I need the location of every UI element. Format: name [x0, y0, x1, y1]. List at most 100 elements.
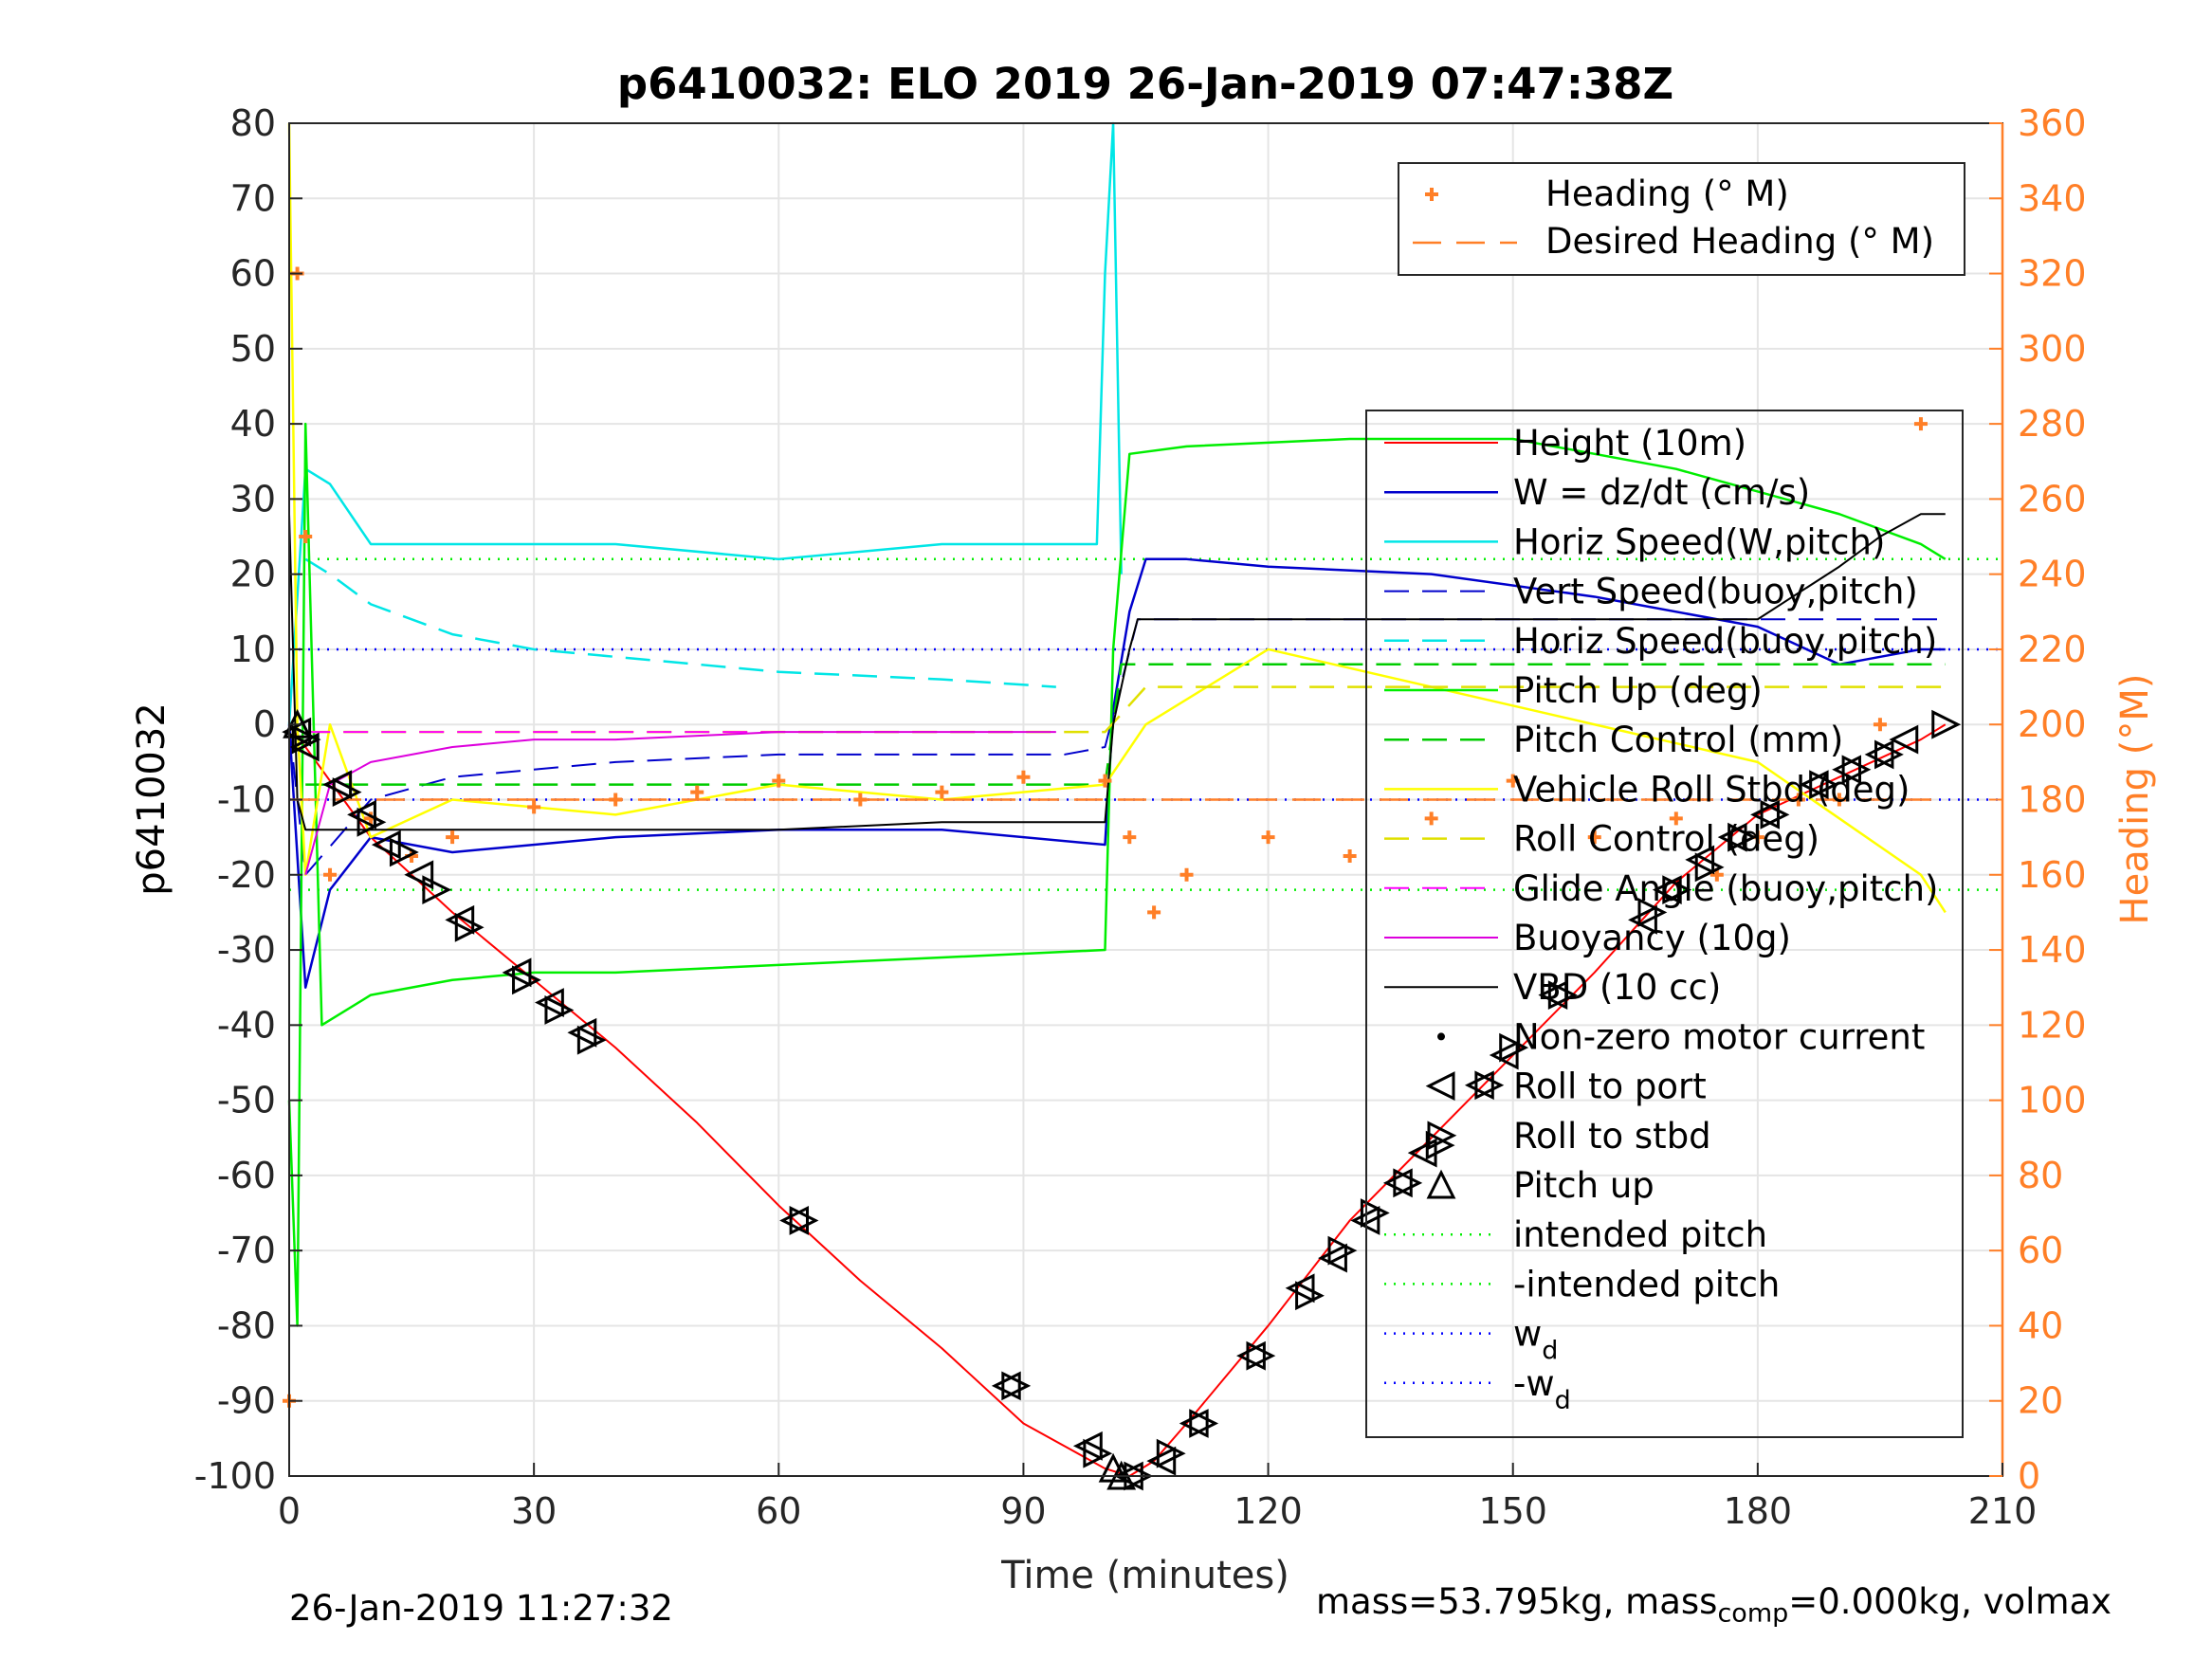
legend-heading-symbol	[1425, 188, 1438, 201]
roll-to-port-marker	[322, 770, 353, 800]
y-tick-label-left: -50	[217, 1080, 276, 1121]
roll-to-port-marker	[1750, 799, 1780, 830]
x-tick-label: 30	[511, 1490, 557, 1532]
roll-to-port-marker	[1489, 1040, 1519, 1070]
legend-entry: Horiz Speed(buoy,pitch)	[1513, 621, 1937, 662]
legend-entry: Non-zero motor current	[1513, 1016, 1925, 1057]
series-line-horiz-speed-w-pitch	[287, 121, 1123, 725]
x-tick-label: 90	[1000, 1490, 1046, 1532]
legend-entry: Pitch Up (deg)	[1513, 670, 1763, 711]
y-tick-label-left: -20	[217, 854, 276, 896]
roll-to-stbd-marker	[1393, 1168, 1423, 1198]
heading-point	[299, 530, 313, 544]
y-tick-label-right: 40	[2018, 1304, 2063, 1346]
roll-to-port-marker	[1832, 755, 1862, 785]
y-tick-label-right: 340	[2018, 177, 2087, 219]
roll-to-port-marker	[1285, 1273, 1315, 1304]
heading-point	[1669, 811, 1683, 826]
roll-to-stbd-marker	[1637, 897, 1668, 927]
y-axis-label-right: Heading (°M)	[2113, 674, 2157, 925]
roll-to-stbd-marker	[356, 807, 387, 837]
y-tick-label-right: 200	[2018, 703, 2087, 745]
footer-mass: mass=53.795kg, masscomp=0.000kg, volmax	[1316, 1581, 2111, 1628]
roll-to-stbd-marker	[1295, 1281, 1325, 1311]
y-tick-label-right: 20	[2018, 1380, 2063, 1422]
roll-to-port-marker	[1628, 904, 1657, 935]
heading-point	[935, 785, 949, 799]
y-tick-label-left: 30	[230, 478, 276, 520]
roll-to-stbd-marker	[544, 995, 575, 1025]
roll-to-stbd-marker	[422, 875, 452, 905]
heading-point	[1343, 848, 1357, 863]
y-tick-label-left: 60	[230, 253, 276, 295]
legend-entry: Roll to port	[1513, 1066, 1707, 1107]
heading-point	[690, 785, 704, 799]
y-tick-label-right: 100	[2018, 1080, 2087, 1121]
footer-mass-sub: comp	[1717, 1598, 1789, 1629]
roll-to-port-marker	[1538, 980, 1568, 1011]
roll-to-stbd-marker	[1841, 755, 1872, 785]
y-tick-label-left: 0	[253, 703, 276, 745]
heading-point	[1424, 811, 1438, 826]
x-tick-label: 210	[1968, 1490, 2038, 1532]
roll-to-stbd-marker	[1728, 822, 1758, 852]
series-line-vehicle-roll-stbd-deg	[287, 122, 1947, 914]
y-tick-label-left: 70	[230, 177, 276, 219]
y-tick-label-left: -40	[217, 1004, 276, 1046]
roll-to-stbd-marker	[1809, 770, 1839, 800]
legend-symbol-triangle	[1427, 1121, 1457, 1151]
chart-title: p6410032: ELO 2019 26-Jan-2019 07:47:38Z	[617, 59, 1673, 109]
heading-point	[1016, 770, 1031, 784]
roll-to-port-marker	[779, 1206, 809, 1235]
roll-to-stbd-marker	[1760, 799, 1790, 830]
heading-point	[1261, 830, 1275, 845]
y-tick-label-left: 20	[230, 554, 276, 595]
roll-to-stbd-marker	[1547, 980, 1578, 1011]
y-tick-label-right: 300	[2018, 328, 2087, 370]
y-tick-label-right: 0	[2018, 1455, 2040, 1497]
roll-to-stbd-marker	[1425, 1130, 1455, 1160]
y-tick-label-left: 40	[230, 403, 276, 445]
legend-entry: Pitch Control (mm)	[1513, 720, 1843, 760]
y-tick-label-right: 220	[2018, 629, 2087, 670]
legend-main-box	[1365, 410, 1964, 1438]
series-line-vert-speed-buoy-pitch	[288, 618, 1946, 876]
series-line-horiz-speed-buoy-pitch	[304, 557, 1056, 688]
roll-to-stbd-marker	[1083, 1438, 1113, 1468]
footer-mass-rest: =0.000kg, volmax	[1788, 1581, 2112, 1622]
roll-to-port-marker	[1146, 1446, 1177, 1476]
y-tick-label-left: -30	[217, 929, 276, 971]
roll-to-port-marker	[1382, 1168, 1413, 1198]
roll-to-port-marker	[502, 957, 532, 988]
legend-entry: Buoyancy (10g)	[1513, 918, 1791, 958]
heading-point	[323, 867, 338, 882]
roll-to-stbd-marker	[1189, 1409, 1219, 1438]
y-tick-label-right: 240	[2018, 554, 2087, 595]
y-tick-label-left: -100	[194, 1455, 276, 1497]
roll-to-port-marker	[1717, 822, 1747, 852]
roll-to-stbd-marker	[1001, 1371, 1032, 1401]
roll-to-stbd-marker	[1474, 1070, 1505, 1101]
roll-to-stbd-marker	[1931, 709, 1962, 739]
legend-heading: Heading (° M) Desired Heading (° M)	[1398, 162, 1965, 276]
heading-point	[1179, 867, 1194, 882]
legend-entry: Pitch up	[1513, 1165, 1654, 1206]
roll-to-stbd-marker	[1499, 1032, 1529, 1063]
legend-symbol-triangle	[1425, 1071, 1455, 1102]
y-tick-label-right: 60	[2018, 1230, 2063, 1271]
heading-point	[446, 830, 460, 845]
legend-symbol-triangle	[1426, 1169, 1456, 1199]
markers-layer	[282, 708, 1962, 1491]
roll-to-port-marker	[1464, 1070, 1494, 1101]
roll-to-port-marker	[347, 799, 376, 830]
heading-point	[527, 800, 541, 814]
footer-mass-text: mass=53.795kg, mass	[1316, 1581, 1718, 1622]
y-tick-label-right: 320	[2018, 253, 2087, 295]
ticks-layer: 0 30 60 90 120 150 180 210-100-90-80-70-60-50-4…	[194, 102, 2087, 1532]
legend-entry-subscript: d	[1542, 1337, 1558, 1366]
roll-to-stbd-marker	[291, 724, 321, 755]
legend-entry: Horiz Speed(W,pitch)	[1513, 521, 1885, 562]
roll-to-port-marker	[1889, 724, 1919, 755]
y-tick-label-right: 360	[2018, 102, 2087, 144]
